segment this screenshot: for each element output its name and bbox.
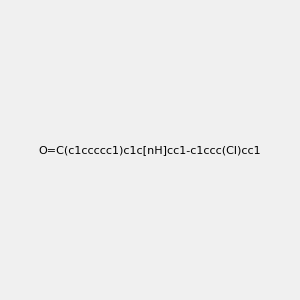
Text: O=C(c1ccccc1)c1c[nH]cc1-c1ccc(Cl)cc1: O=C(c1ccccc1)c1c[nH]cc1-c1ccc(Cl)cc1	[39, 145, 261, 155]
